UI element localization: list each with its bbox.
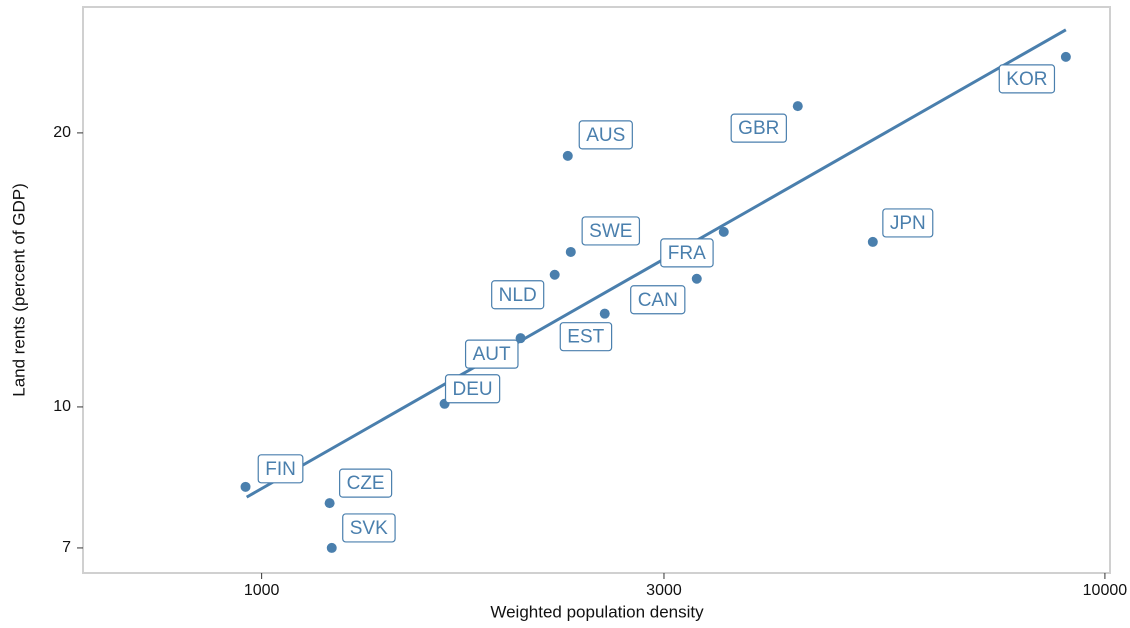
point bbox=[326, 542, 337, 553]
label-box bbox=[342, 513, 396, 543]
point bbox=[867, 236, 878, 247]
point-label: GBR bbox=[730, 113, 787, 143]
x-axis-title: Weighted population density bbox=[490, 602, 704, 621]
y-tick-label: 10 bbox=[53, 398, 71, 415]
label-box bbox=[559, 322, 613, 352]
point-label: CZE bbox=[339, 468, 393, 498]
point-label: NLD bbox=[491, 280, 545, 310]
point bbox=[1060, 51, 1071, 62]
fit-line bbox=[245, 28, 1067, 499]
label-text: SWE bbox=[589, 221, 632, 242]
point-label: EST bbox=[559, 322, 613, 352]
label-text: GBR bbox=[738, 118, 779, 139]
label-text: CAN bbox=[638, 290, 678, 311]
label-text: FRA bbox=[668, 243, 706, 264]
label-text: NLD bbox=[499, 285, 537, 306]
label-box bbox=[730, 113, 787, 143]
label-box bbox=[998, 64, 1056, 94]
point bbox=[792, 101, 803, 112]
label-text: EST bbox=[567, 327, 604, 348]
y-axis-title: Land rents (percent of GDP) bbox=[9, 183, 28, 397]
point bbox=[562, 150, 573, 161]
y-tick-label: 7 bbox=[62, 539, 71, 556]
point bbox=[324, 498, 335, 509]
label-box bbox=[339, 468, 393, 498]
label-text: SVK bbox=[350, 518, 388, 539]
label-text: KOR bbox=[1006, 69, 1047, 90]
label-text: CZE bbox=[347, 473, 385, 494]
label-box bbox=[882, 208, 934, 238]
label-box bbox=[444, 374, 501, 404]
point bbox=[565, 246, 576, 257]
label-box bbox=[578, 120, 633, 150]
x-tick-label: 1000 bbox=[244, 582, 280, 599]
point-label: SVK bbox=[342, 513, 396, 543]
point-label: JPN bbox=[882, 208, 934, 238]
point-label: AUT bbox=[464, 339, 519, 369]
label-text: FIN bbox=[265, 459, 296, 480]
label-box bbox=[660, 238, 714, 268]
point bbox=[691, 273, 702, 284]
label-box bbox=[257, 454, 304, 484]
label-box bbox=[491, 280, 545, 310]
point-label: DEU bbox=[444, 374, 501, 404]
point-label: FIN bbox=[257, 454, 304, 484]
label-box bbox=[630, 285, 686, 315]
point-label: KOR bbox=[998, 64, 1056, 94]
label-box bbox=[581, 216, 641, 246]
point bbox=[718, 226, 729, 237]
label-text: DEU bbox=[453, 379, 493, 400]
x-tick-label: 3000 bbox=[646, 582, 682, 599]
point bbox=[599, 308, 610, 319]
x-tick-label: 10000 bbox=[1083, 582, 1128, 599]
label-text: AUS bbox=[586, 125, 625, 146]
point-label: CAN bbox=[630, 285, 686, 315]
point-label: FRA bbox=[660, 238, 714, 268]
point-label: SWE bbox=[581, 216, 641, 246]
point bbox=[549, 269, 560, 280]
plot-frame bbox=[82, 6, 1111, 574]
label-box bbox=[464, 339, 519, 369]
label-text: JPN bbox=[890, 213, 926, 234]
label-text: AUT bbox=[473, 344, 511, 365]
y-tick-label: 20 bbox=[53, 124, 71, 141]
point bbox=[515, 333, 526, 344]
point bbox=[240, 481, 251, 492]
point-label: AUS bbox=[578, 120, 633, 150]
